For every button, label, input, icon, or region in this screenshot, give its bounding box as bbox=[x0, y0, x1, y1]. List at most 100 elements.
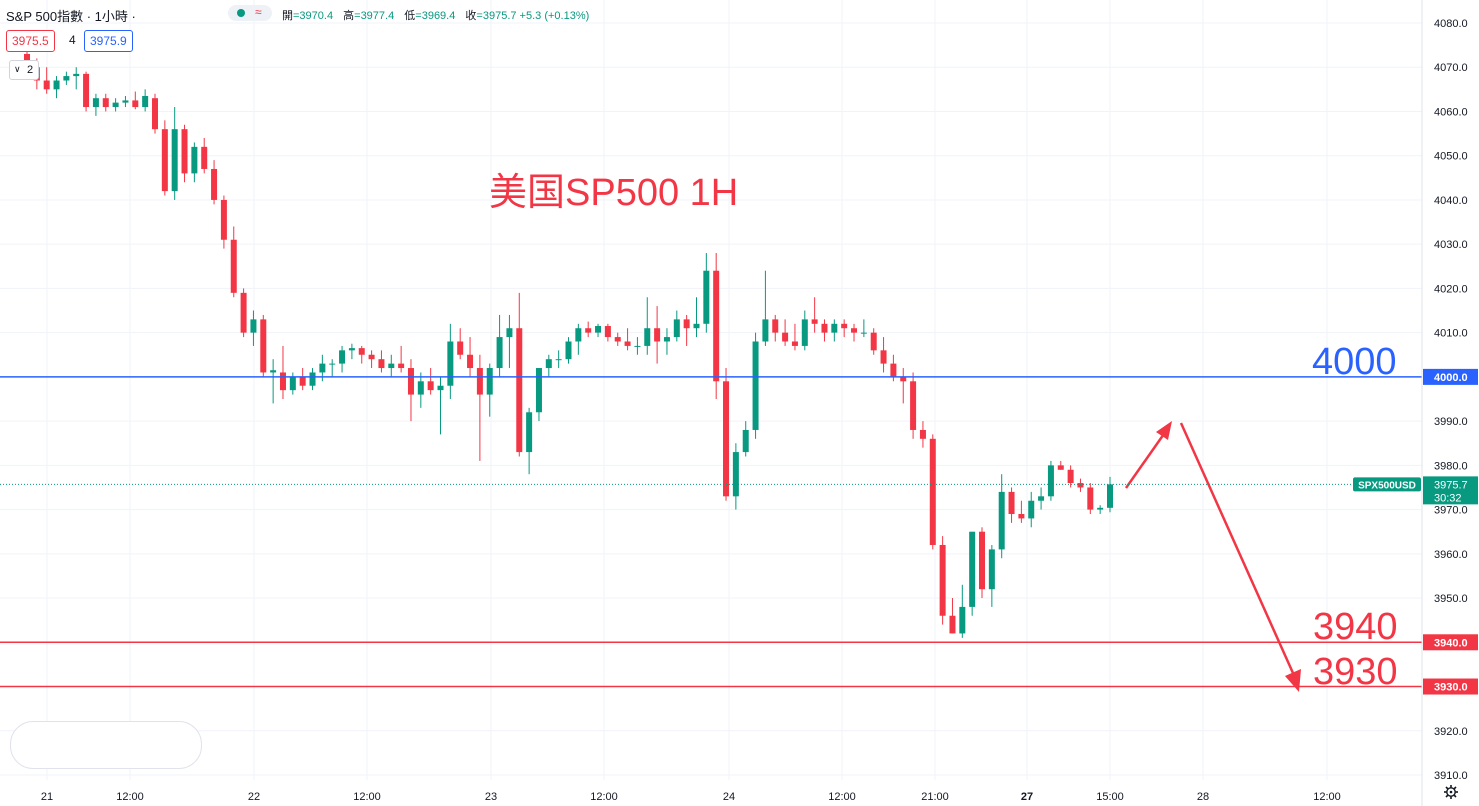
candle bbox=[585, 321, 592, 338]
horizontal-levels bbox=[0, 376, 1422, 688]
buy-price-button[interactable]: 3975.9 bbox=[84, 30, 133, 52]
candle-body bbox=[673, 319, 680, 338]
candle bbox=[929, 434, 936, 550]
level-4000-label: 4000 bbox=[1312, 341, 1397, 383]
candle bbox=[427, 368, 434, 395]
x-tick-label: 24 bbox=[723, 791, 735, 803]
candle-body bbox=[1097, 507, 1104, 510]
candle bbox=[506, 314, 513, 369]
candle-body bbox=[329, 363, 336, 365]
candle bbox=[988, 544, 995, 607]
candle bbox=[841, 319, 848, 338]
candle-body bbox=[1077, 483, 1084, 488]
candle-body bbox=[73, 73, 80, 77]
candle-body bbox=[624, 341, 631, 346]
gear-icon[interactable] bbox=[1444, 785, 1458, 799]
candle-body bbox=[998, 491, 1005, 550]
candle bbox=[230, 226, 237, 298]
candle-body bbox=[309, 372, 316, 386]
candle bbox=[122, 95, 129, 108]
candle bbox=[447, 323, 454, 399]
level-price-tag bbox=[1423, 634, 1478, 651]
candle bbox=[467, 337, 474, 377]
empty-panel[interactable] bbox=[10, 721, 202, 769]
candle bbox=[516, 292, 523, 457]
candle bbox=[1047, 460, 1054, 501]
candle-body bbox=[289, 376, 296, 391]
candle-body bbox=[92, 98, 99, 108]
low-label: 低 bbox=[404, 10, 416, 22]
candle-body bbox=[476, 368, 483, 395]
sell-price-button[interactable]: 3975.5 bbox=[6, 30, 55, 52]
chart-annotation: 美国SP500 1H bbox=[489, 172, 739, 214]
candle bbox=[329, 359, 336, 377]
symbol-tag-text: SPX500USD bbox=[1358, 480, 1416, 491]
candle bbox=[378, 350, 385, 373]
close-value: =3975.7 +5.3 (+0.13%) bbox=[476, 10, 590, 22]
candle bbox=[919, 421, 926, 448]
candle bbox=[260, 314, 267, 377]
candle-body bbox=[762, 319, 769, 342]
candle-body bbox=[230, 239, 237, 293]
down-arrow-line bbox=[1179, 422, 1299, 683]
candle bbox=[762, 270, 769, 346]
candle-body bbox=[132, 100, 139, 108]
candle-body bbox=[348, 348, 355, 351]
candle bbox=[1087, 483, 1094, 515]
x-tick-label: 12:00 bbox=[116, 791, 144, 803]
candle-body bbox=[1018, 514, 1025, 519]
candle bbox=[663, 328, 670, 355]
candle-body bbox=[417, 381, 424, 395]
time-axis[interactable]: 21 12:00 22 12:00 23 12:00 24 12:00 21:00 27 15:00… bbox=[41, 791, 1341, 803]
candle-body bbox=[427, 381, 434, 391]
candle-body bbox=[299, 376, 306, 386]
countdown-text: 30:32 bbox=[1434, 492, 1462, 504]
y-tick-label: 3960.0 bbox=[1434, 549, 1468, 561]
candle bbox=[939, 536, 946, 625]
price-axis[interactable]: 4080.0 4070.0 4060.0 4050.0 4040.0 4030.0 4020… bbox=[1421, 0, 1479, 806]
down-arrow-head bbox=[1285, 669, 1301, 692]
candle bbox=[201, 138, 208, 174]
y-tick-label: 4020.0 bbox=[1434, 283, 1468, 295]
candle bbox=[900, 368, 907, 404]
candle bbox=[1008, 487, 1015, 523]
candle-body bbox=[772, 319, 779, 333]
candle bbox=[270, 359, 277, 404]
candle bbox=[910, 372, 917, 439]
candle-body bbox=[979, 531, 986, 590]
candle bbox=[723, 368, 730, 501]
candle bbox=[43, 67, 50, 94]
candle bbox=[63, 71, 70, 85]
x-tick-label: 21 bbox=[41, 791, 53, 803]
candle bbox=[801, 310, 808, 351]
candle-body bbox=[713, 270, 720, 382]
candle-body bbox=[211, 168, 218, 200]
candle bbox=[1038, 487, 1045, 510]
x-tick-label: 12:00 bbox=[590, 791, 618, 803]
candle bbox=[496, 314, 503, 377]
candle-body bbox=[279, 372, 286, 391]
candle bbox=[73, 67, 80, 90]
indicators-collapse-button[interactable]: ∨ 2 bbox=[9, 60, 39, 80]
y-tick-label: 4080.0 bbox=[1434, 18, 1468, 30]
candle bbox=[713, 253, 720, 399]
high-value: =3977.4 bbox=[354, 10, 395, 22]
candle bbox=[171, 107, 178, 200]
candle-body bbox=[506, 328, 513, 338]
candle-body bbox=[752, 341, 759, 430]
candle bbox=[398, 345, 405, 373]
symbol-title[interactable]: S&P 500指數 · 1小時 · bbox=[6, 9, 136, 24]
candle bbox=[644, 297, 651, 355]
candle bbox=[526, 407, 533, 475]
candle-body bbox=[181, 129, 188, 174]
candle-body bbox=[890, 363, 897, 377]
candle-body bbox=[1057, 465, 1064, 470]
candle-body bbox=[644, 328, 651, 346]
candle bbox=[240, 288, 247, 338]
candle bbox=[1097, 505, 1104, 515]
candle-body bbox=[1067, 469, 1074, 484]
market-status-pill[interactable]: ≈ bbox=[228, 5, 272, 21]
candle-body bbox=[801, 319, 808, 346]
candle bbox=[683, 314, 690, 346]
